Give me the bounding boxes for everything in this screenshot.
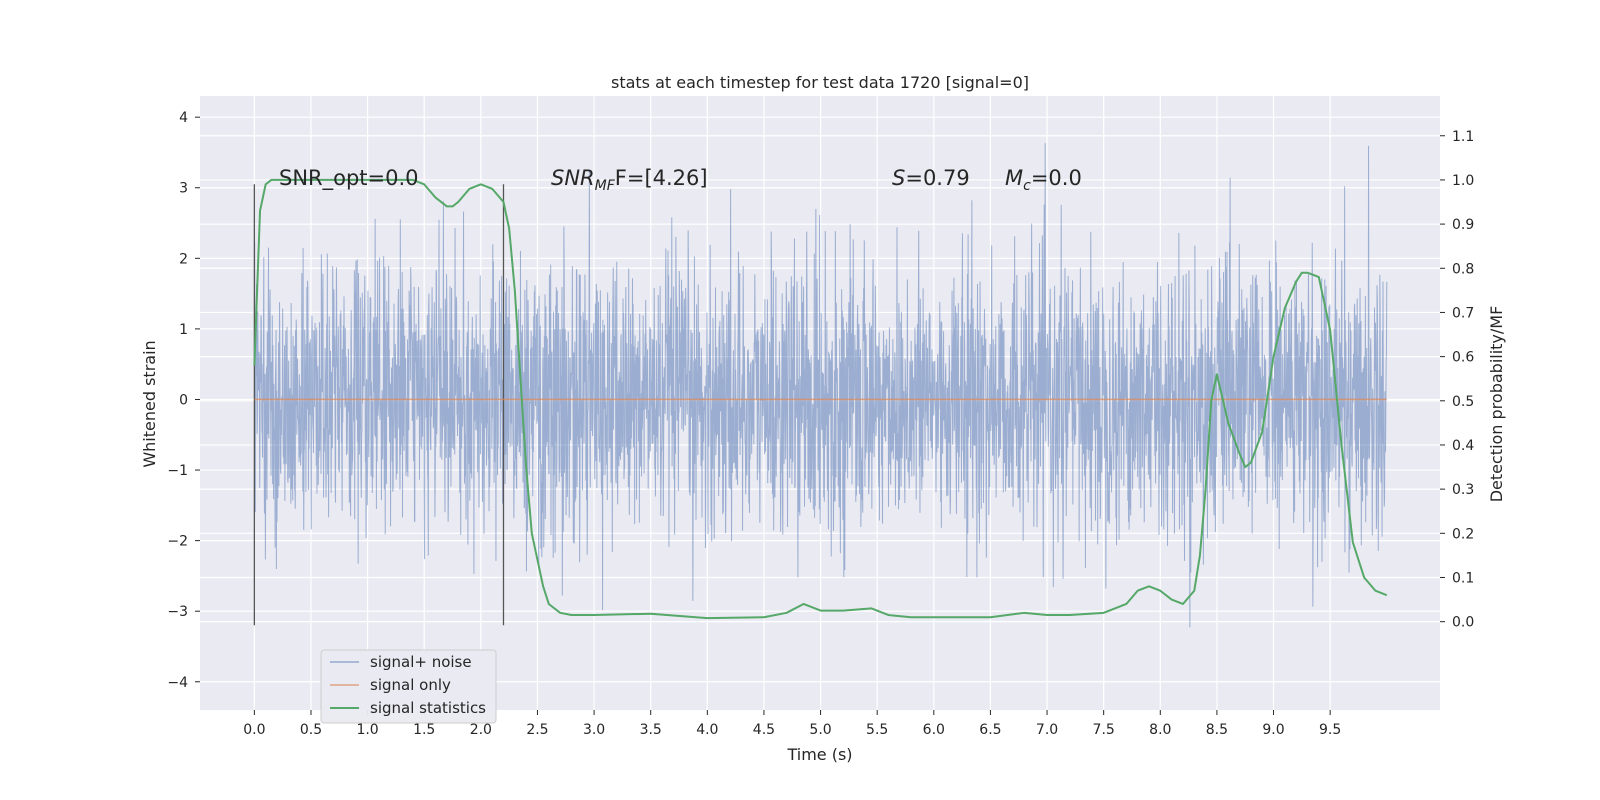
x-tick-label: 3.0 xyxy=(583,722,605,738)
y2-tick-label: 0.4 xyxy=(1452,438,1474,454)
annotation-mc: Mc=0.0 xyxy=(1005,166,1082,194)
ticks: 0.0 0.5 1.0 1.5 2.0 2.5 3.0 3.5 4.0 4.5 5.0 5.5 6.0 6… xyxy=(167,110,1474,738)
x-tick-label: 6.0 xyxy=(923,722,945,738)
y-tick-label: −1 xyxy=(167,463,188,479)
x-tick-label: 2.0 xyxy=(470,722,492,738)
y2-axis-title: Detection probability/MF xyxy=(1487,306,1506,503)
y-tick-label: 4 xyxy=(179,110,188,126)
legend: signal+ noise signal only signal statist… xyxy=(320,649,497,724)
x-tick-label: 1.0 xyxy=(356,722,378,738)
y2-tick-label: 0.8 xyxy=(1452,261,1474,277)
y-tick-label: 2 xyxy=(179,251,188,267)
x-tick-label: 4.0 xyxy=(696,722,718,738)
y2-tick-label: 0.6 xyxy=(1452,350,1474,366)
annotation-s-suffix: =0.79 xyxy=(905,166,969,190)
x-tick-label: 9.5 xyxy=(1319,722,1341,738)
y-axis-title: Whitened strain xyxy=(140,340,159,467)
y2-tick-label: 0.1 xyxy=(1452,570,1474,586)
x-tick-label: 0.5 xyxy=(300,722,322,738)
annotation-mc-prefix: M xyxy=(1005,166,1023,190)
annotation-mc-suffix: =0.0 xyxy=(1031,166,1082,190)
y-tick-label: 3 xyxy=(179,181,188,197)
y2-tick-label: 0.5 xyxy=(1452,394,1474,410)
x-tick-label: 8.5 xyxy=(1206,722,1228,738)
x-tick-label: 5.5 xyxy=(866,722,888,738)
noise-line xyxy=(253,143,1388,628)
y2-tick-label: 0.3 xyxy=(1452,482,1474,498)
y2-tick-label: 0.9 xyxy=(1452,217,1474,233)
annotation-s-prefix: S xyxy=(892,166,905,190)
annotation-snr-mf-sub: MF xyxy=(595,178,616,194)
chart-title: stats at each timestep for test data 172… xyxy=(611,73,1029,92)
y2-tick-label: 1.1 xyxy=(1452,129,1474,145)
x-tick-label: 4.5 xyxy=(753,722,775,738)
stats-series xyxy=(253,178,1388,620)
x-tick-label: 3.5 xyxy=(640,722,662,738)
legend-box xyxy=(320,649,497,724)
annotations: SNR_opt=0.0 SNRMFF=[4.26] S=0.79 Mc=0.0 xyxy=(279,166,1082,194)
noise-series xyxy=(253,143,1388,628)
annotation-snr-mf-prefix: SNR xyxy=(551,166,595,190)
y2-tick-label: 0.0 xyxy=(1452,615,1474,631)
y-tick-label: −4 xyxy=(167,675,188,691)
x-tick-label: 0.0 xyxy=(243,722,265,738)
x-tick-label: 2.5 xyxy=(526,722,548,738)
x-tick-label: 6.5 xyxy=(979,722,1001,738)
x-axis-title: Time (s) xyxy=(786,745,852,764)
x-tick-label: 1.5 xyxy=(413,722,435,738)
legend-label-noise: signal+ noise xyxy=(370,653,472,671)
x-tick-label: 7.0 xyxy=(1036,722,1058,738)
annotation-snr-mf: SNRMFF=[4.26] xyxy=(551,166,708,194)
y-tick-label: −3 xyxy=(167,604,188,620)
x-tick-label: 9.0 xyxy=(1262,722,1284,738)
y2-tick-label: 1.0 xyxy=(1452,173,1474,189)
legend-label-stats: signal statistics xyxy=(370,699,486,717)
y-tick-label: −2 xyxy=(167,534,188,550)
annotation-s: S=0.79 xyxy=(892,166,970,190)
y-tick-label: 1 xyxy=(179,322,188,338)
annotation-snr-mf-suffix: F=[4.26] xyxy=(615,166,708,190)
stats-line xyxy=(253,178,1388,620)
x-tick-label: 8.0 xyxy=(1149,722,1171,738)
y2-tick-label: 0.7 xyxy=(1452,305,1474,321)
y-tick-label: 0 xyxy=(179,392,188,408)
x-tick-label: 7.5 xyxy=(1093,722,1115,738)
annotation-mc-sub: c xyxy=(1023,178,1031,194)
x-tick-label: 5.0 xyxy=(809,722,831,738)
legend-label-signal: signal only xyxy=(370,676,451,694)
vertical-markers xyxy=(253,184,505,626)
annotation-snr-opt: SNR_opt=0.0 xyxy=(279,166,419,191)
y2-tick-label: 0.2 xyxy=(1452,526,1474,542)
